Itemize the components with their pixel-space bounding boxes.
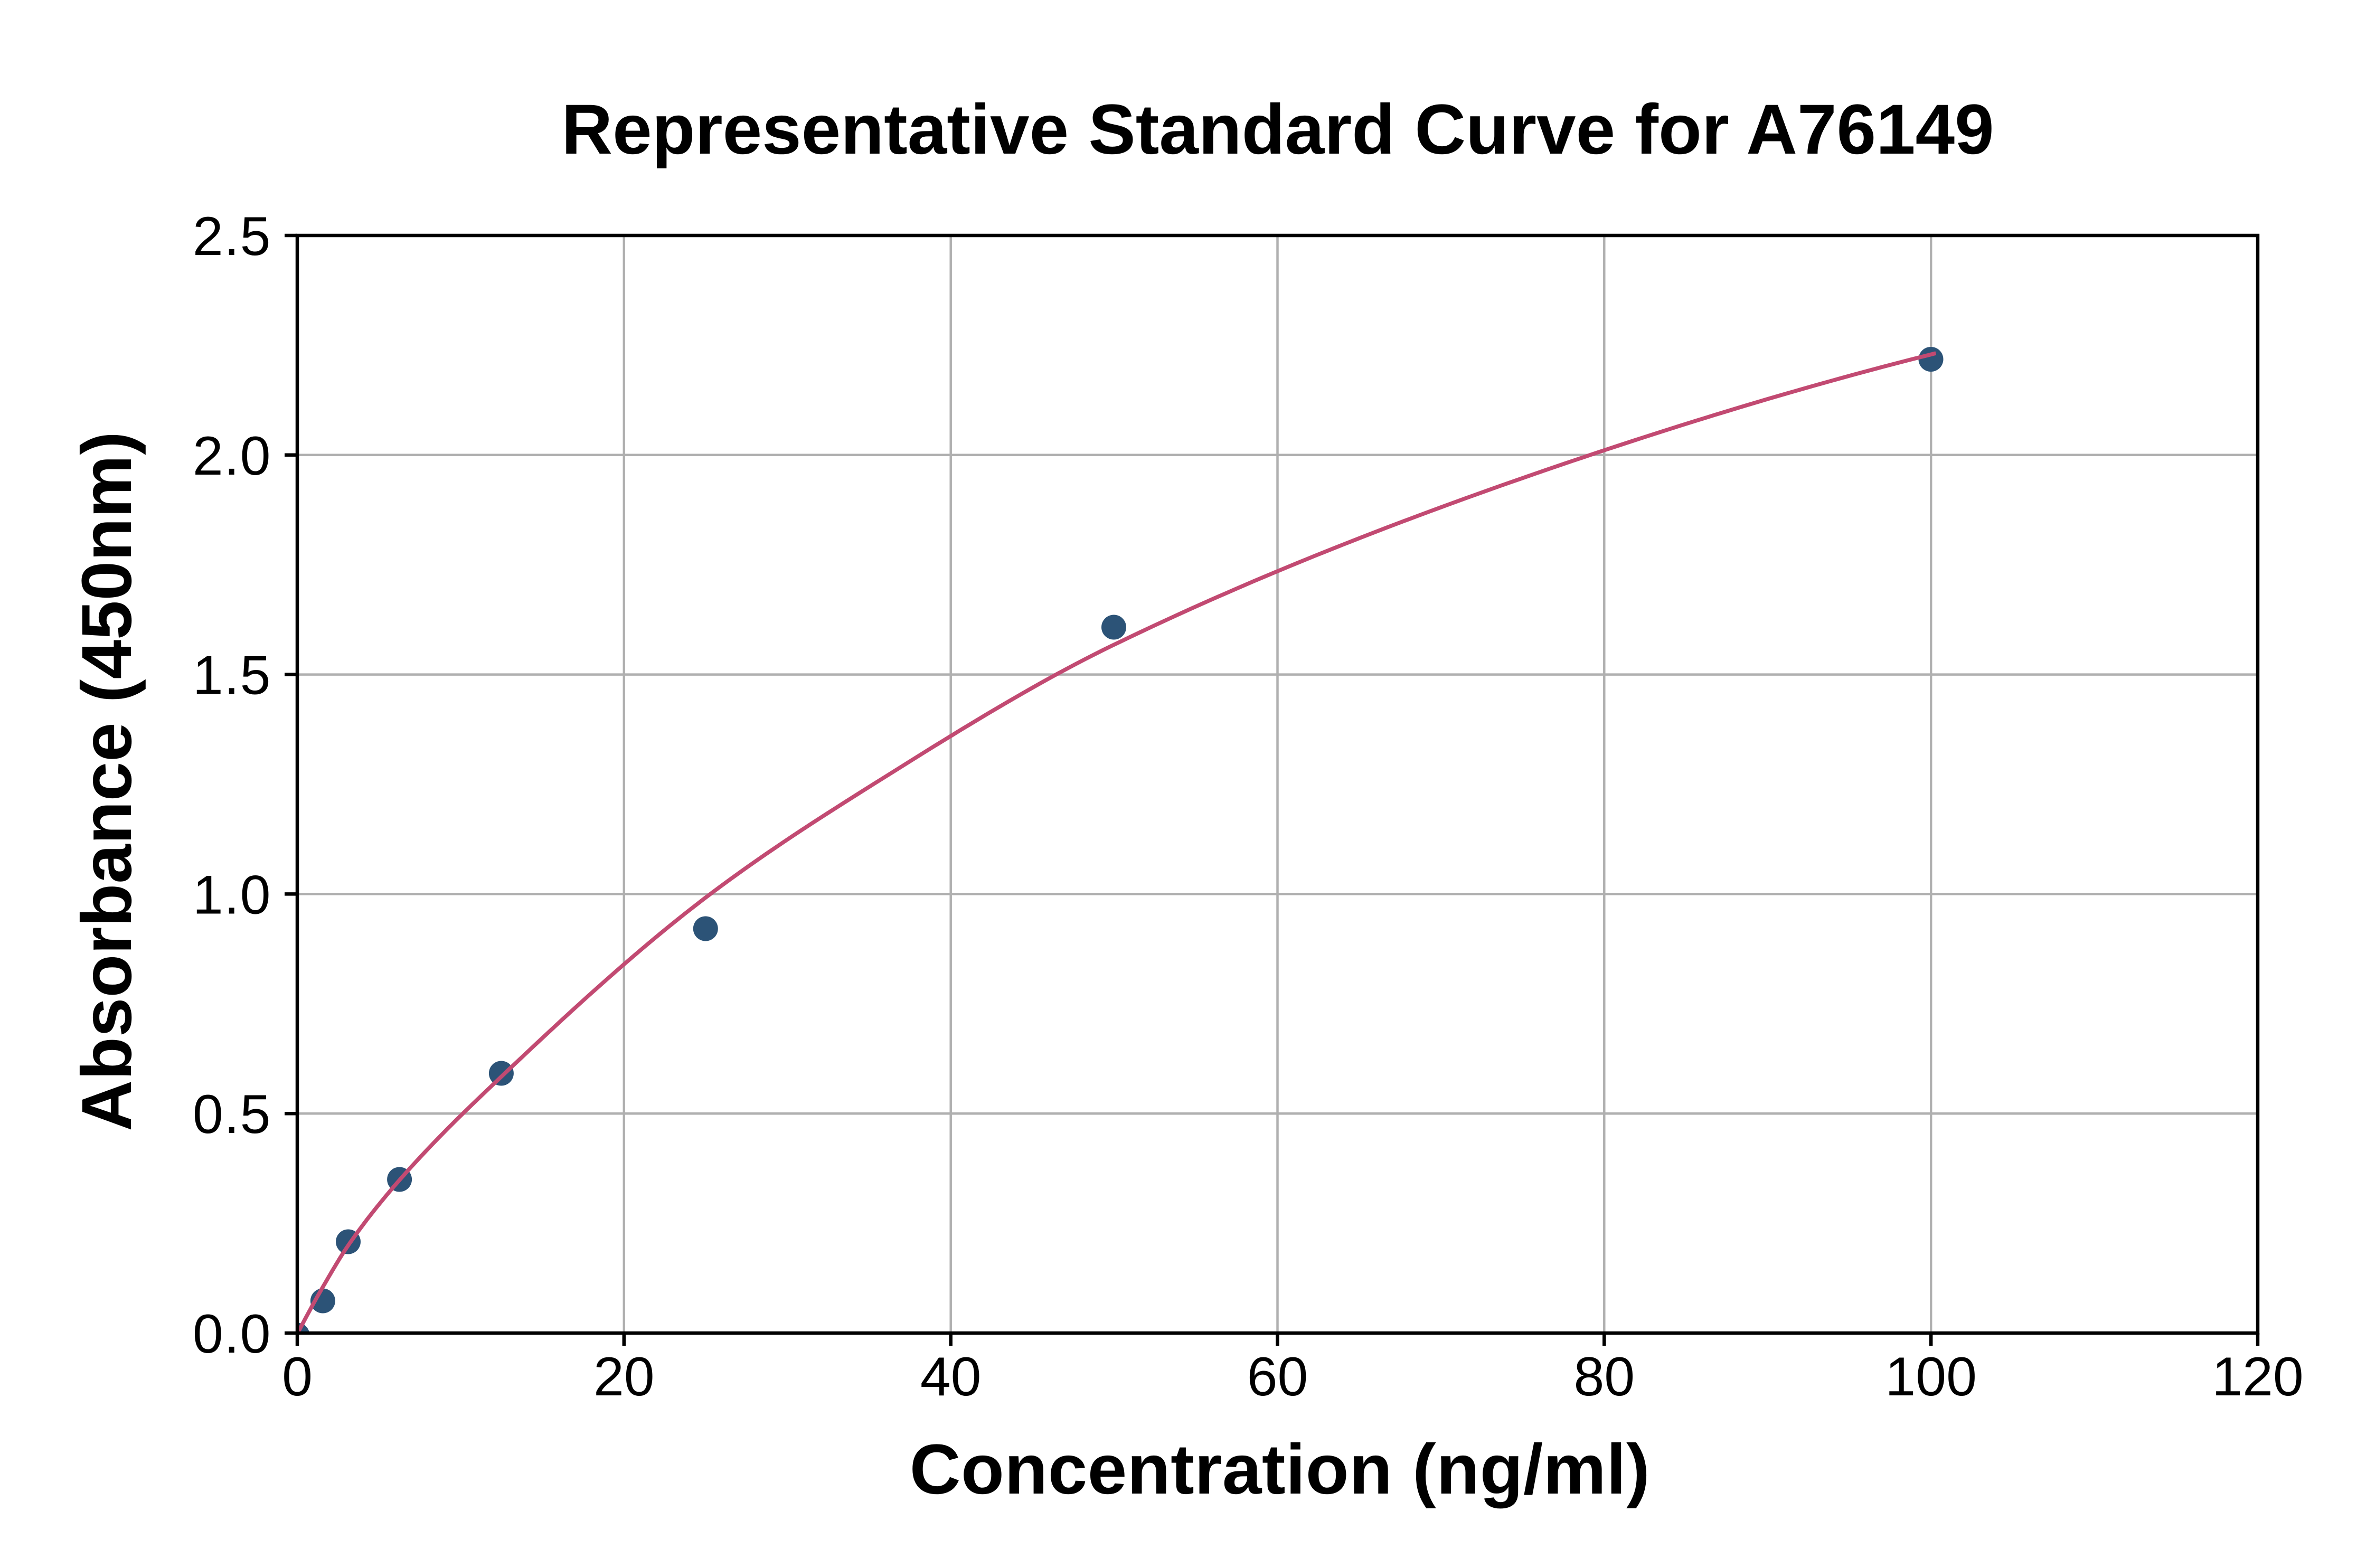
svg-text:0.5: 0.5 [193,1084,271,1145]
svg-text:20: 20 [593,1346,655,1408]
svg-text:Concentration (ng/ml): Concentration (ng/ml) [910,1430,1651,1509]
svg-text:60: 60 [1247,1346,1308,1408]
svg-text:100: 100 [1885,1346,1977,1408]
svg-text:120: 120 [2212,1346,2304,1408]
svg-text:1.0: 1.0 [193,864,271,925]
svg-text:2.5: 2.5 [193,206,271,267]
svg-text:0: 0 [282,1346,313,1408]
svg-text:Absorbance (450nm): Absorbance (450nm) [68,431,146,1131]
svg-text:80: 80 [1573,1346,1635,1408]
svg-text:40: 40 [920,1346,982,1408]
svg-text:Representative Standard Curve: Representative Standard Curve for A76149 [561,90,1994,169]
svg-text:1.5: 1.5 [193,645,271,706]
svg-text:2.0: 2.0 [193,426,271,487]
svg-text:0.0: 0.0 [193,1303,271,1365]
